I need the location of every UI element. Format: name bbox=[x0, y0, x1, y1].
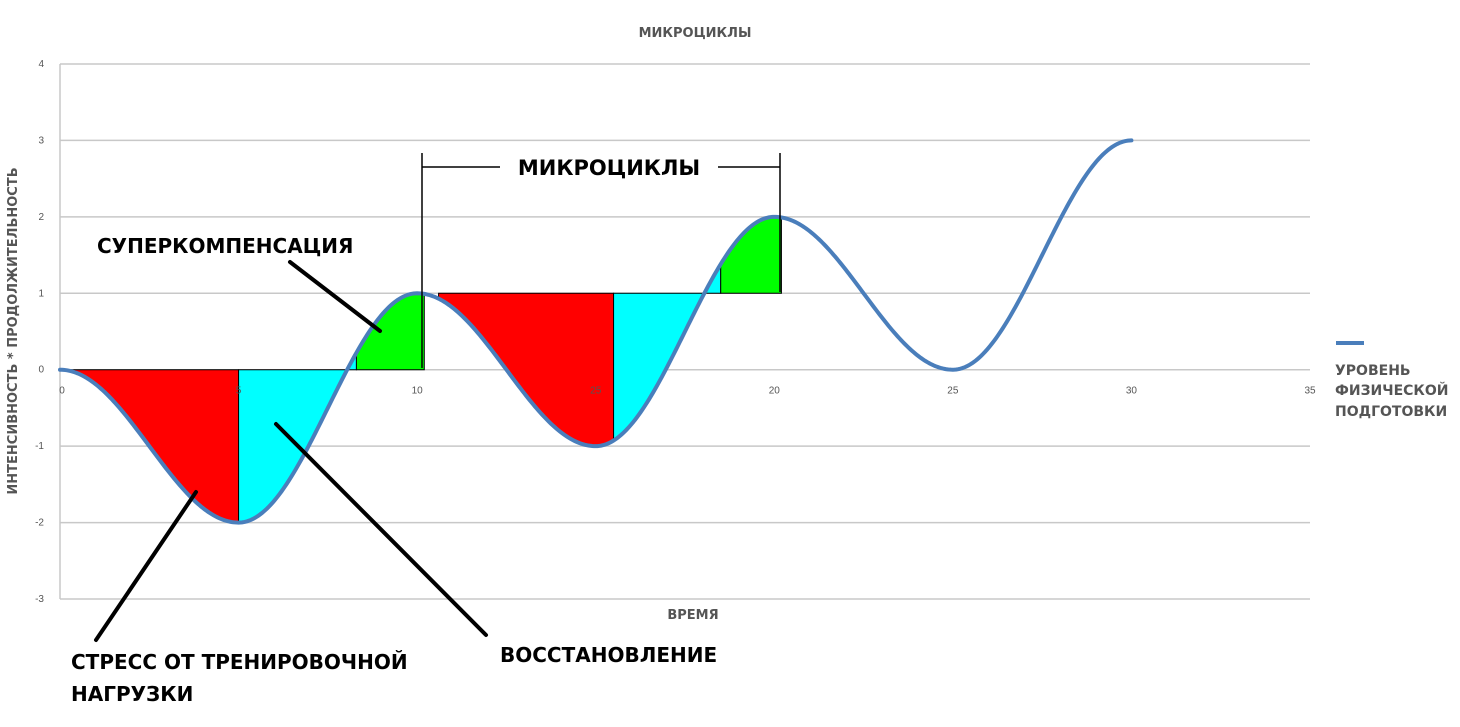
annotation-stress-line2: НАГРУЗКИ bbox=[71, 682, 193, 706]
x-tick-label: 0 bbox=[59, 386, 65, 397]
y-tick-label: 2 bbox=[38, 212, 44, 223]
y-axis-label: ИНТЕНСИВНОСТЬ * ПРОДОЛЖИТЕЛЬНОСТЬ bbox=[6, 167, 21, 494]
x-tick-labels: 0 5 10 25 20 25 30 35 bbox=[59, 386, 1316, 397]
pointer-stress bbox=[94, 490, 198, 642]
y-tick-label: -1 bbox=[35, 441, 44, 452]
y-tick-label: 1 bbox=[38, 288, 44, 299]
annotation-recovery: ВОССТАНОВЛЕНИЕ bbox=[500, 643, 717, 667]
annotation-microcycles: МИКРОЦИКЛЫ bbox=[518, 156, 700, 180]
y-tick-label: 0 bbox=[38, 365, 44, 376]
pointer-supercompensation bbox=[288, 260, 382, 333]
chart-title: МИКРОЦИКЛЫ bbox=[639, 26, 752, 41]
x-axis-label: ВРЕМЯ bbox=[667, 608, 718, 623]
y-tick-label: 4 bbox=[38, 59, 44, 70]
shaded-region bbox=[238, 350, 357, 524]
legend: УРОВЕНЬ ФИЗИЧЕСКОЙ ПОДГОТОВКИ bbox=[1335, 341, 1448, 420]
x-tick-label: 25 bbox=[947, 386, 959, 397]
y-tick-label: -2 bbox=[35, 518, 44, 529]
annotation-pointers bbox=[94, 260, 488, 642]
annotation-supercompensation: СУПЕРКОМПЕНСАЦИЯ bbox=[97, 234, 353, 258]
x-tick-label: 5 bbox=[236, 386, 242, 397]
x-tick-label: 25 bbox=[590, 386, 602, 397]
series-line-fitness-level bbox=[58, 138, 1134, 525]
legend-label-line2: ФИЗИЧЕСКОЙ bbox=[1335, 382, 1448, 399]
x-tick-label: 10 bbox=[412, 386, 424, 397]
microcycles-bracket bbox=[421, 153, 781, 368]
x-tick-label: 20 bbox=[769, 386, 781, 397]
legend-label-line3: ПОДГОТОВКИ bbox=[1335, 404, 1447, 420]
y-tick-labels: 4 3 2 1 0 -1 -2 -3 bbox=[35, 59, 44, 605]
x-tick-label: 35 bbox=[1304, 386, 1316, 397]
pointer-recovery bbox=[274, 422, 488, 637]
legend-label-line1: УРОВЕНЬ bbox=[1335, 363, 1411, 379]
y-tick-label: 3 bbox=[38, 135, 44, 146]
y-tick-label: -3 bbox=[35, 594, 44, 605]
x-tick-label: 30 bbox=[1126, 386, 1138, 397]
annotation-stress-line1: СТРЕСС ОТ ТРЕНИРОВОЧНОЙ bbox=[71, 650, 408, 674]
